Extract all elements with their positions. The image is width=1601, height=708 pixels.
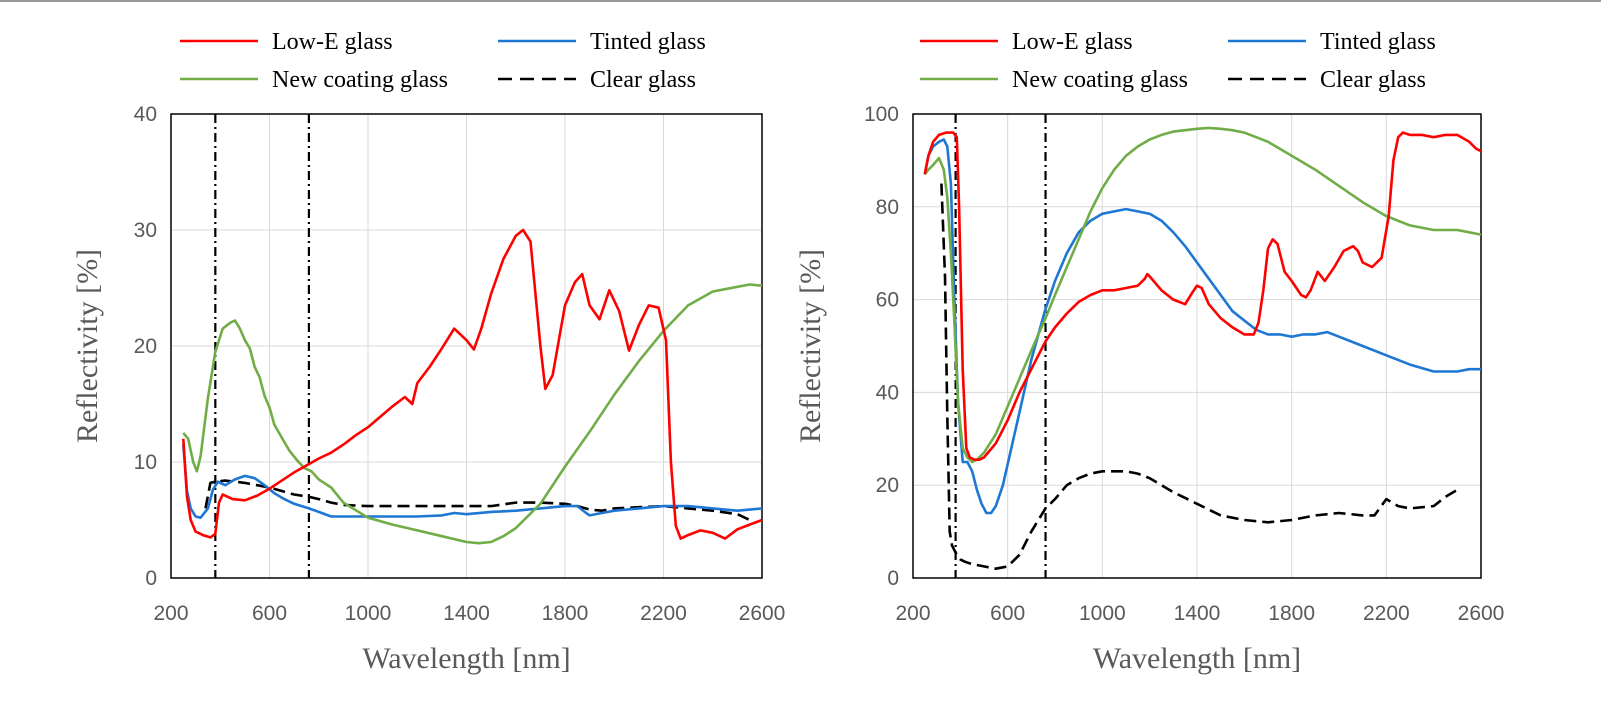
x-tick-label: 1000 <box>1079 602 1126 625</box>
legend-label: Low-E glass <box>272 29 393 55</box>
plot-area-frame <box>912 113 1482 579</box>
y-tick-label: 60 <box>876 289 899 312</box>
legend-item-new-coating-glass: New coating glass <box>920 67 1188 93</box>
legend-label: Tinted glass <box>590 29 706 55</box>
tinted-glass-series-line <box>182 444 763 519</box>
new-coating-glass-series-line <box>182 283 763 545</box>
y-tick-label: 0 <box>145 567 157 590</box>
x-tick-label: 1400 <box>1174 602 1221 625</box>
y-tick-label: 20 <box>876 474 899 497</box>
series-lines <box>182 228 763 545</box>
legend-item-low-e-glass: Low-E glass <box>920 29 1133 55</box>
legend-item-low-e-glass: Low-E glass <box>180 29 393 55</box>
y-tick-label: 0 <box>887 567 899 590</box>
y-tick-label: 40 <box>876 381 899 404</box>
plot-area-frame <box>170 113 763 579</box>
y-tick-label: 100 <box>864 103 899 126</box>
left-chart: 0 10 20 30 40 200 600 1000 1400 1800 2200 2600 Wavel… <box>71 29 785 675</box>
x-tick-label: 2600 <box>1458 602 1505 625</box>
x-tick-label: 1400 <box>443 602 490 625</box>
x-tick-label: 1800 <box>1268 602 1315 625</box>
legend: Low-E glass Tinted glass New coating glass… <box>180 29 706 93</box>
legend-label: Clear glass <box>1320 67 1426 93</box>
x-axis-label: Wavelength [nm] <box>1093 642 1301 675</box>
low-e-glass-series-line <box>182 228 763 540</box>
x-tick-label: 1800 <box>542 602 589 625</box>
new-coating-glass-series-line <box>923 126 1482 464</box>
y-tick-label: 20 <box>134 335 157 358</box>
x-tick-label: 1000 <box>345 602 392 625</box>
x-tick-label: 200 <box>895 602 930 625</box>
tinted-glass-series-line <box>923 138 1481 515</box>
legend-label: Tinted glass <box>1320 29 1436 55</box>
y-tick-label: 80 <box>876 196 899 219</box>
clear-glass-series-line <box>204 479 751 522</box>
legend-item-tinted-glass: Tinted glass <box>498 29 706 55</box>
legend: Low-E glass Tinted glass New coating glass… <box>920 29 1436 93</box>
legend-label: New coating glass <box>1012 67 1188 93</box>
y-tick-label: 10 <box>134 451 157 474</box>
gridlines <box>912 113 1482 579</box>
y-axis-label: Reflectivity [%] <box>794 249 827 443</box>
x-tick-label: 2200 <box>1363 602 1410 625</box>
x-tick-label: 2200 <box>640 602 687 625</box>
y-axis-label: Reflectivity [%] <box>71 249 104 443</box>
legend-item-clear-glass: Clear glass <box>1228 67 1426 93</box>
y-tick-label: 30 <box>134 219 157 242</box>
low-e-glass-series-line <box>923 131 1482 461</box>
legend-label: New coating glass <box>272 67 448 93</box>
x-tick-label: 200 <box>153 602 188 625</box>
right-chart: 0 20 40 60 80 100 200 600 1000 1400 1800 2200 2600 Wa… <box>794 29 1504 675</box>
top-border-line <box>0 0 1601 2</box>
x-axis-label: Wavelength [nm] <box>362 642 570 675</box>
x-tick-label: 600 <box>990 602 1025 625</box>
series-lines <box>923 126 1482 570</box>
legend-label: Clear glass <box>590 67 696 93</box>
legend-item-new-coating-glass: New coating glass <box>180 67 448 93</box>
x-tick-label: 2600 <box>739 602 786 625</box>
legend-label: Low-E glass <box>1012 29 1133 55</box>
legend-item-clear-glass: Clear glass <box>498 67 696 93</box>
legend-item-tinted-glass: Tinted glass <box>1228 29 1436 55</box>
x-tick-label: 600 <box>252 602 287 625</box>
y-tick-label: 40 <box>134 103 157 126</box>
clear-glass-series-line <box>940 183 1458 570</box>
